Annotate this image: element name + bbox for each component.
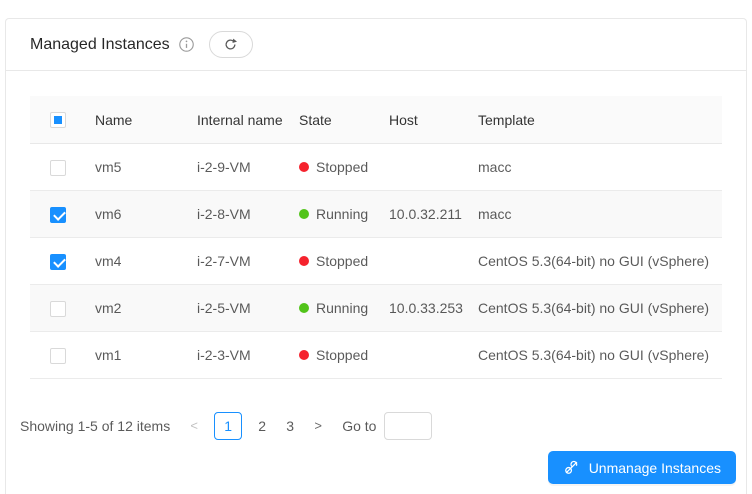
table-row[interactable]: vm1 i-2-3-VM Stopped CentOS 5.3(64-bit) … [30, 332, 722, 379]
cell-name: vm6 [95, 206, 122, 222]
card-body: Name Internal name State Host Template v… [6, 71, 746, 440]
cell-internal-name: i-2-5-VM [197, 300, 251, 316]
pagination-page-3[interactable]: 3 [286, 418, 295, 434]
column-header-host: Host [389, 111, 418, 128]
cell-template: macc [478, 206, 512, 222]
pagination-page-1[interactable]: 1 [214, 412, 243, 440]
pagination-bar: Showing 1-5 of 12 items < 1 2 3 > Go to [20, 412, 722, 440]
info-circle-icon[interactable] [178, 36, 195, 53]
goto-page-label: Go to [342, 418, 377, 434]
unmanage-instances-label: Unmanage Instances [588, 459, 721, 476]
select-all-checkbox[interactable] [50, 112, 66, 129]
cell-template: CentOS 5.3(64-bit) no GUI (vSphere) [478, 300, 710, 316]
row-checkbox[interactable] [50, 159, 66, 176]
card-header: Managed Instances [6, 19, 746, 71]
state-dot [299, 209, 309, 219]
pagination-prev-button[interactable]: < [190, 418, 198, 433]
pagination-page-2[interactable]: 2 [258, 418, 267, 434]
cell-internal-name: i-2-8-VM [197, 206, 251, 222]
cell-state: Running [316, 206, 369, 222]
cell-state: Stopped [316, 159, 369, 175]
cell-name: vm2 [95, 300, 122, 316]
disconnect-icon [563, 459, 589, 476]
state-dot [299, 350, 309, 360]
cell-internal-name: i-2-7-VM [197, 253, 251, 269]
cell-state: Running [316, 300, 369, 316]
cell-state: Stopped [316, 253, 369, 269]
managed-instances-card: Managed Instances Name Internal name [5, 18, 747, 494]
cell-internal-name: i-2-3-VM [197, 347, 251, 363]
cell-host: 10.0.32.211 [389, 206, 462, 222]
cell-state: Stopped [316, 347, 369, 363]
page-title: Managed Instances [30, 35, 170, 53]
pagination-next-button[interactable]: > [314, 418, 322, 433]
pagination-summary: Showing 1-5 of 12 items [20, 418, 171, 434]
table-row[interactable]: vm4 i-2-7-VM Stopped CentOS 5.3(64-bit) … [30, 238, 722, 285]
row-checkbox[interactable] [50, 300, 66, 317]
table-header-row: Name Internal name State Host Template [30, 96, 722, 144]
unmanage-instances-button[interactable]: Unmanage Instances [547, 451, 736, 484]
column-header-name: Name [95, 111, 133, 128]
table-body: vm5 i-2-9-VM Stopped macc vm6 i-2-8-VM R… [30, 144, 722, 379]
cell-name: vm4 [95, 253, 122, 269]
refresh-button[interactable] [208, 31, 253, 58]
state-dot [299, 303, 309, 313]
row-checkbox[interactable] [50, 206, 66, 223]
column-header-internal-name: Internal name [197, 111, 283, 128]
cell-host: 10.0.33.253 [389, 300, 463, 316]
cell-name: vm5 [95, 159, 122, 175]
cell-template: CentOS 5.3(64-bit) no GUI (vSphere) [478, 253, 710, 269]
cell-template: CentOS 5.3(64-bit) no GUI (vSphere) [478, 347, 710, 363]
state-dot [299, 256, 309, 266]
column-header-template: Template [478, 111, 535, 128]
row-checkbox[interactable] [50, 347, 66, 364]
reload-icon [223, 37, 238, 52]
cell-internal-name: i-2-9-VM [197, 159, 251, 175]
cell-template: macc [478, 159, 512, 175]
goto-page-input[interactable] [384, 412, 433, 440]
cell-name: vm1 [95, 347, 122, 363]
table-row[interactable]: vm5 i-2-9-VM Stopped macc [30, 144, 722, 191]
state-dot [299, 162, 309, 172]
table-row[interactable]: vm6 i-2-8-VM Running 10.0.32.211 macc [30, 191, 722, 238]
table-row[interactable]: vm2 i-2-5-VM Running 10.0.33.253 CentOS … [30, 285, 722, 332]
column-header-state: State [299, 111, 332, 128]
row-checkbox[interactable] [50, 253, 66, 270]
